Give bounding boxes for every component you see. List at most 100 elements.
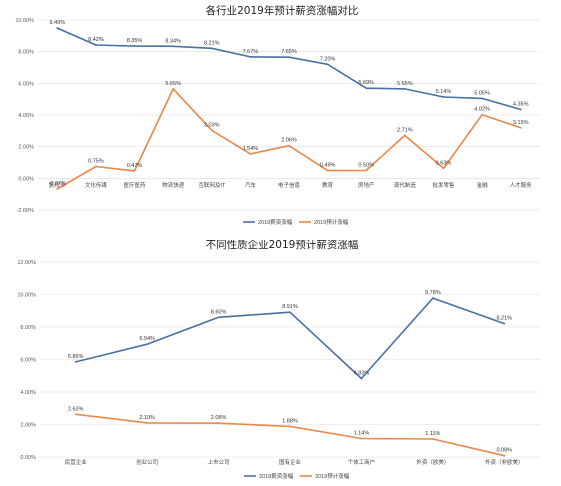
data-label: 7.20% — [320, 56, 336, 62]
x-tick-label: 汽车 — [245, 181, 257, 189]
y-tick-label: 0.00% — [20, 455, 36, 461]
x-tick-label: 电子信息 — [278, 181, 301, 189]
data-point — [365, 169, 368, 172]
data-point — [217, 422, 220, 425]
data-label: 2.06% — [281, 138, 297, 144]
x-tick-label: 上市公司 — [208, 458, 230, 466]
data-point — [146, 421, 149, 424]
data-label: 0.75% — [88, 158, 104, 164]
data-label: 0.63% — [436, 160, 452, 166]
y-tick-label: 10.00% — [15, 18, 34, 24]
data-point — [172, 87, 175, 90]
data-label: 1.54% — [243, 146, 259, 152]
data-point — [360, 377, 363, 380]
legend-label: 2018薪资涨幅 — [259, 472, 294, 480]
x-tick-label: 物流快递 — [162, 181, 185, 189]
data-point — [210, 129, 213, 132]
data-point — [442, 96, 445, 98]
data-label: 5.65% — [165, 81, 181, 87]
x-tick-label: 外资（欧美） — [416, 458, 449, 466]
data-label: 9.49% — [50, 20, 66, 26]
data-point — [172, 45, 175, 48]
data-point — [431, 438, 434, 440]
x-tick-label: 国有企业 — [279, 458, 302, 466]
data-point — [403, 134, 406, 137]
x-tick-label: 医疗医药 — [124, 181, 147, 189]
data-label: 8.42% — [88, 37, 104, 43]
data-point — [95, 165, 97, 168]
company-type-salary-chart: 不同性质企业2019预计薪资涨幅 0.00% 2.00% 4.00% 6.00% 8.0… — [17, 240, 540, 480]
data-point — [503, 454, 506, 457]
y-tick-label: 2.00% — [18, 145, 34, 151]
industry-salary-chart: 各行业2019年预计薪资涨幅对比 -2.00% 0.00% 2.00% 4.00% 6.… — [15, 4, 540, 226]
data-point — [249, 153, 252, 155]
x-tick-label: 个体工商户 — [348, 458, 376, 466]
data-point — [519, 108, 522, 111]
data-label: 7.65% — [281, 49, 297, 55]
data-point — [74, 413, 77, 416]
data-label: 3.19% — [513, 120, 529, 126]
data-label: 0.49% — [320, 163, 336, 169]
data-label: 2.63% — [68, 406, 84, 412]
data-label: 5.85% — [68, 354, 84, 360]
data-point — [249, 55, 252, 58]
x-tick-label: 民营企业 — [65, 458, 88, 466]
data-point — [326, 63, 329, 66]
y-tick-label: 8.00% — [18, 50, 34, 56]
data-point — [289, 311, 291, 314]
data-label: 1.88% — [282, 418, 298, 424]
data-label: 1.14% — [354, 430, 370, 436]
data-point — [288, 144, 290, 147]
data-point — [133, 45, 136, 48]
y-tick-label: -2.00% — [17, 208, 35, 214]
data-label: 2.10% — [139, 415, 155, 421]
x-tick-label: 金融 — [477, 181, 489, 189]
company-type-chart-panel: 不同性质企业2019预计薪资涨幅 0.00% 2.00% 4.00% 6.00% 8.0… — [0, 240, 561, 486]
data-label: 5.69% — [358, 80, 374, 86]
industry-chart-panel: 各行业2019年预计薪资涨幅对比 -2.00% 0.00% 2.00% 4.00% 6.… — [0, 0, 561, 240]
data-point — [431, 297, 434, 299]
data-point — [289, 425, 291, 428]
data-label: 0.50% — [358, 162, 374, 168]
data-point — [217, 316, 220, 319]
data-label: 2.08% — [211, 415, 227, 421]
legend-label: 2019预计涨幅 — [315, 472, 350, 480]
data-point — [288, 56, 290, 59]
y-tick-label: 6.00% — [18, 81, 34, 87]
y-tick-label: 12.00% — [17, 260, 36, 266]
y-tick-label: 4.00% — [18, 113, 34, 119]
data-point — [481, 97, 483, 100]
data-point — [360, 437, 363, 440]
x-tick-label: 创业公司 — [136, 458, 158, 466]
x-tick-label: 批发零售 — [432, 181, 454, 189]
x-tick-label: 外资（非欧美） — [485, 458, 524, 466]
data-label: 5.05% — [474, 90, 490, 96]
data-point — [210, 47, 213, 50]
data-point — [481, 113, 483, 116]
data-point — [519, 126, 522, 129]
data-point — [326, 169, 329, 172]
data-label: 8.34% — [165, 38, 181, 44]
legend-label: 2018薪资涨幅 — [258, 218, 293, 226]
chart-title: 不同性质企业2019预计薪资涨幅 — [206, 240, 359, 251]
y-tick-label: 0.00% — [18, 176, 34, 182]
x-tick-label: 现代制造 — [394, 181, 417, 189]
data-point — [146, 343, 149, 346]
data-point — [365, 87, 368, 90]
data-label: 4.83% — [354, 371, 370, 377]
data-point — [503, 322, 506, 325]
x-tick-label: 教育 — [322, 181, 334, 189]
data-point — [403, 87, 406, 90]
data-point — [442, 167, 445, 170]
x-tick-label: 房地产 — [358, 181, 375, 189]
x-tick-label: 互联网及IT — [198, 181, 226, 189]
data-label: 3.03% — [204, 122, 220, 128]
data-label: 5.14% — [436, 89, 452, 95]
data-label: 0.08% — [496, 448, 512, 454]
x-tick-label: 文化传媒 — [85, 181, 108, 189]
data-label: 6.94% — [139, 336, 155, 342]
data-label: 9.78% — [425, 290, 441, 296]
data-label: 8.60% — [211, 309, 227, 315]
data-label: 5.65% — [397, 81, 413, 87]
x-tick-label: 人才服务 — [510, 181, 533, 189]
